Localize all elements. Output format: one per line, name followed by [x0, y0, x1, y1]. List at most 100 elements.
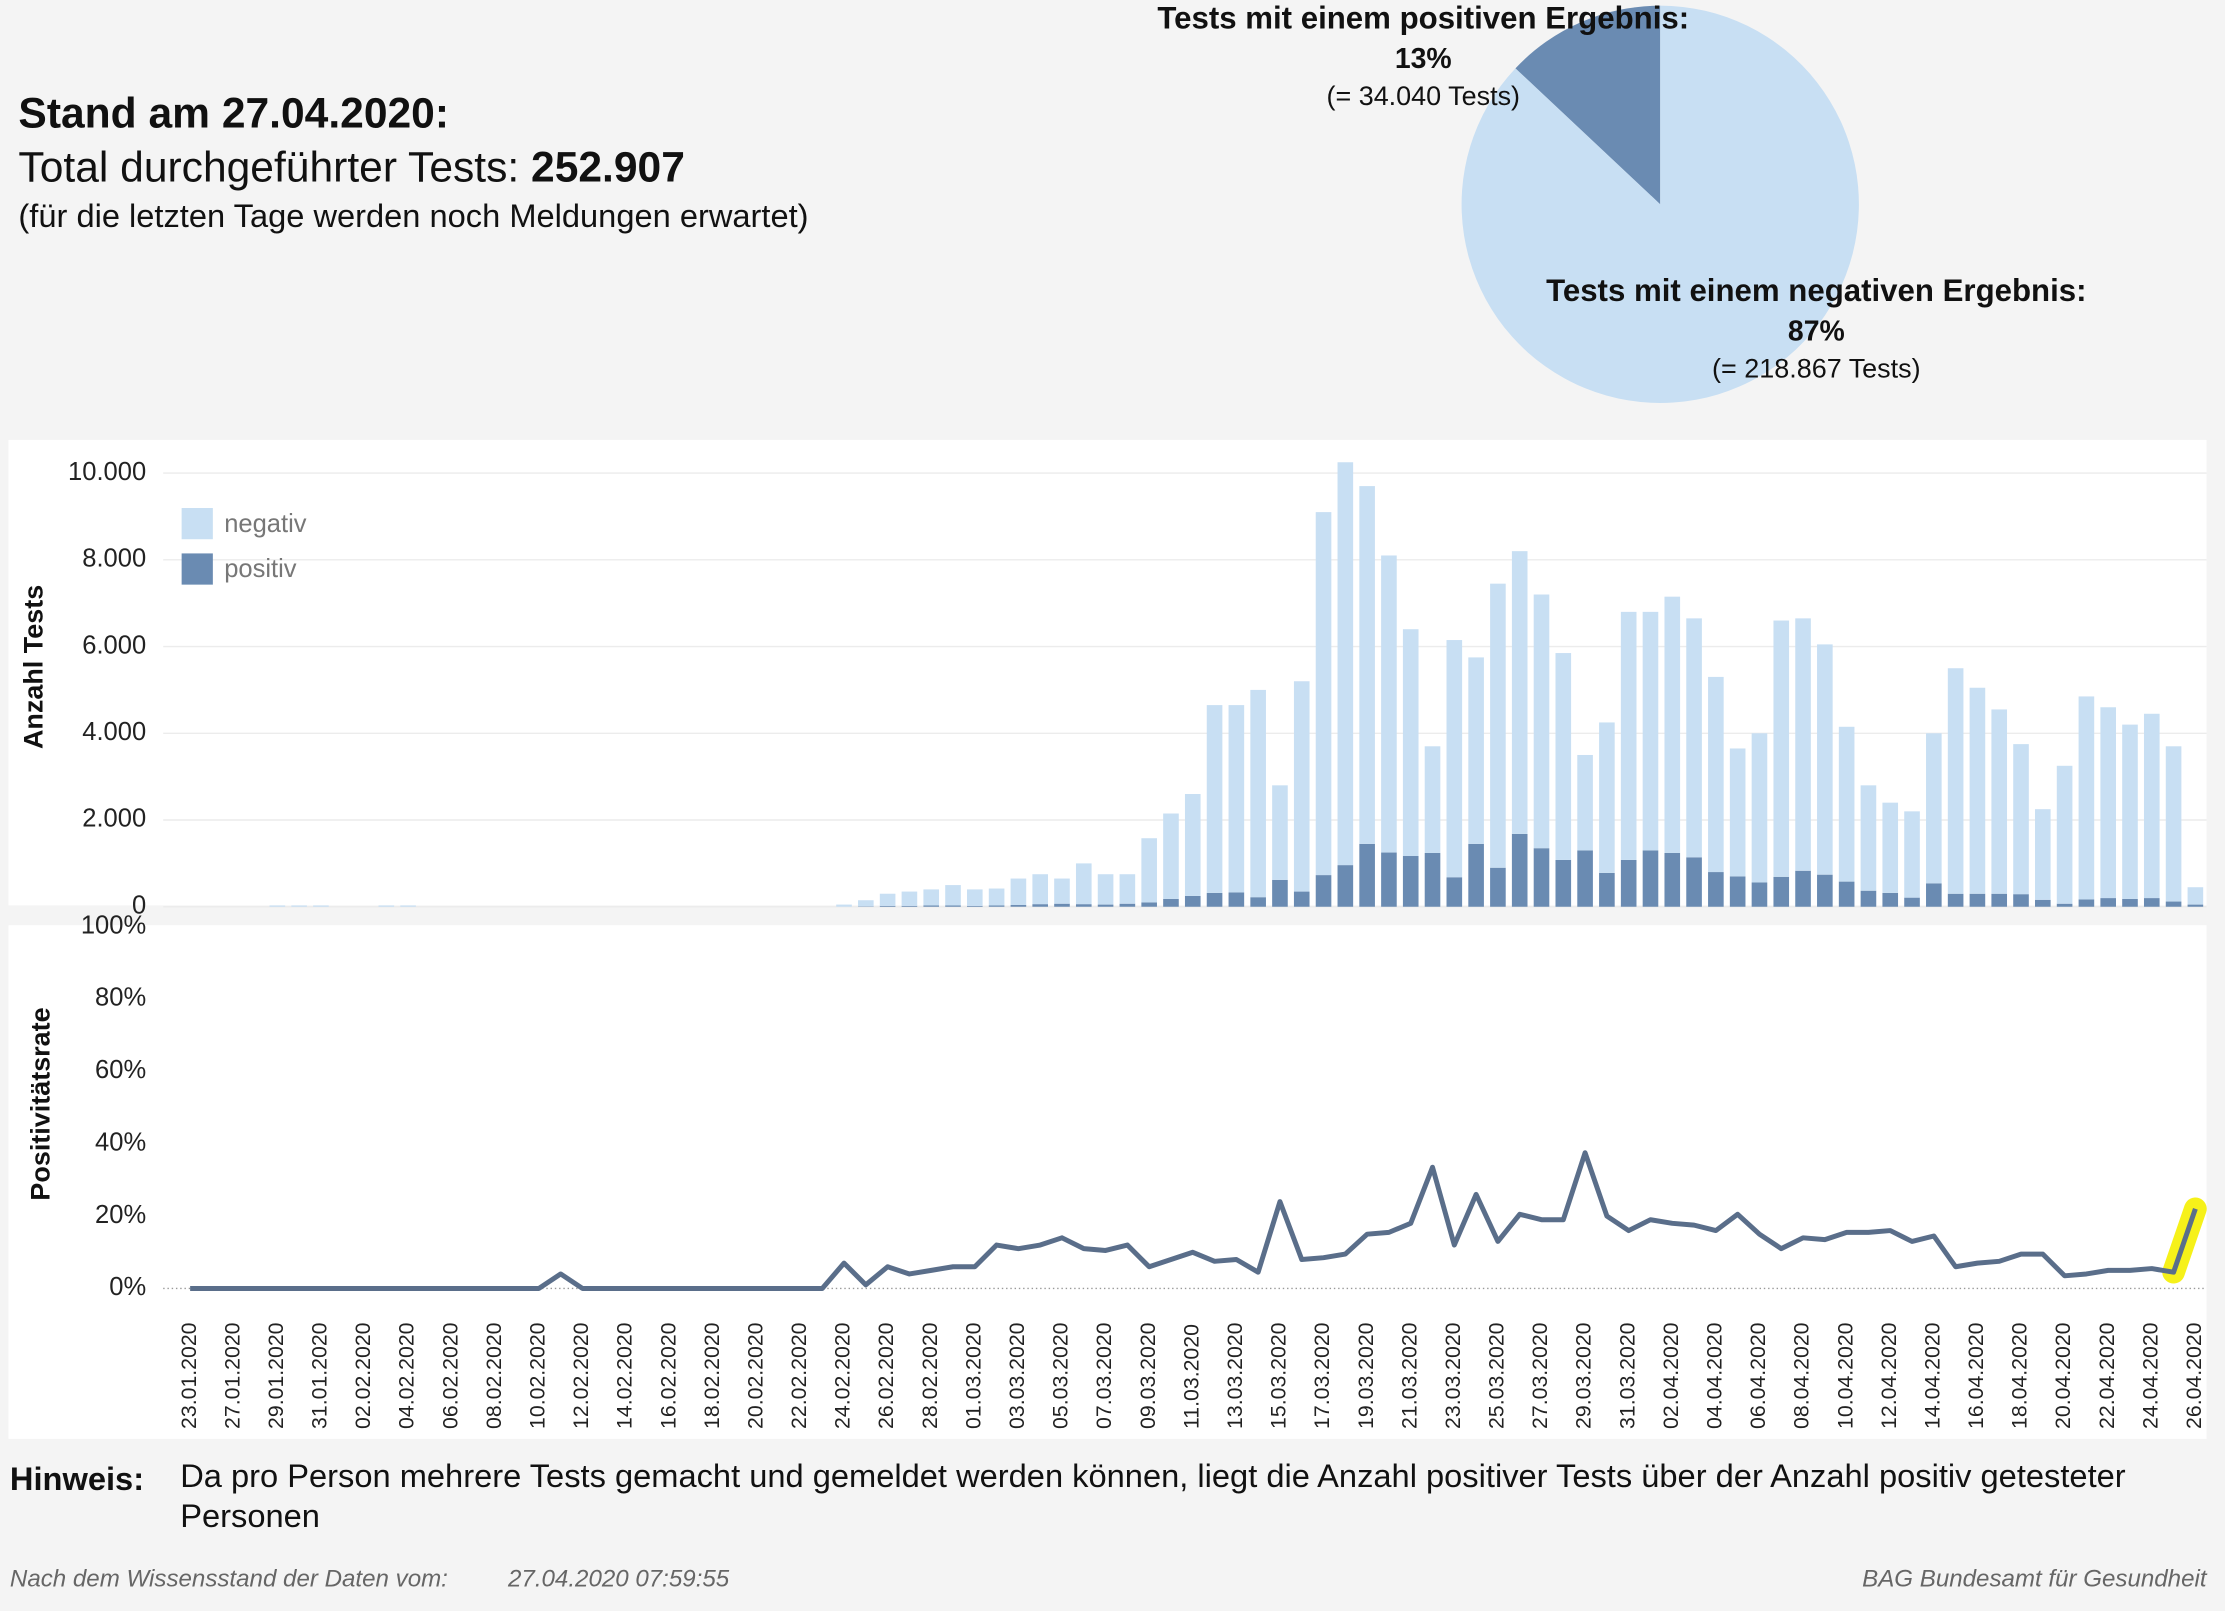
bar-segment: [2013, 894, 2029, 907]
bar-segment: [1141, 902, 1157, 906]
bar-segment: [1425, 746, 1441, 853]
x-tick-label: 03.03.2020: [1005, 1323, 1029, 1429]
x-tick-label: 29.03.2020: [1572, 1323, 1596, 1429]
bar-segment: [2166, 746, 2182, 901]
x-tick-label: 24.04.2020: [2138, 1323, 2162, 1429]
bar-segment: [1207, 893, 1223, 907]
bar-segment: [945, 905, 961, 906]
pie-label: Tests mit einem positiven Ergebnis:: [1157, 0, 1689, 35]
bar-segment: [2035, 900, 2051, 907]
bar-segment: [1076, 863, 1092, 904]
bar-segment: [2122, 899, 2138, 907]
bar-segment: [1054, 904, 1070, 907]
x-tick-label: 26.02.2020: [874, 1323, 898, 1429]
total-value: 252.907: [531, 144, 685, 192]
bar-segment: [1468, 657, 1484, 843]
bar-segment: [1882, 803, 1898, 893]
bar-segment: [1229, 892, 1245, 906]
bar-segment: [291, 905, 307, 906]
bar-segment: [989, 889, 1005, 906]
bar-segment: [1294, 892, 1310, 907]
x-tick-label: 23.03.2020: [1441, 1323, 1465, 1429]
bar-segment: [1730, 876, 1746, 906]
bar-segment: [1839, 882, 1855, 907]
bar-segment: [967, 889, 983, 905]
bar-segment: [1904, 898, 1920, 907]
bar-segment: [2100, 898, 2116, 907]
x-tick-label: 31.01.2020: [308, 1323, 332, 1429]
pie-detail: (= 34.040 Tests): [1327, 81, 1521, 111]
x-tick-label: 18.02.2020: [700, 1323, 724, 1429]
x-tick-label: 14.02.2020: [613, 1323, 637, 1429]
bar-segment: [1338, 462, 1354, 865]
bar-segment: [1948, 894, 1964, 907]
x-tick-label: 16.04.2020: [1964, 1323, 1988, 1429]
header-total: Total durchgeführter Tests: 252.907: [18, 144, 684, 192]
bar-segment: [2035, 809, 2051, 900]
bar-segment: [1664, 597, 1680, 853]
x-tick-label: 21.03.2020: [1397, 1323, 1421, 1429]
bar-segment: [1425, 853, 1441, 907]
x-tick-label: 02.02.2020: [351, 1323, 375, 1429]
x-tick-label: 12.04.2020: [1877, 1323, 1901, 1429]
bar-segment: [1621, 612, 1637, 860]
bar-segment: [1054, 879, 1070, 904]
bar-segment: [1490, 868, 1506, 907]
bar-segment: [1599, 873, 1615, 907]
bar-segment: [1926, 733, 1942, 883]
bar-segment: [1032, 904, 1048, 907]
bar-segment: [1512, 834, 1528, 907]
x-tick-label: 14.04.2020: [1920, 1323, 1944, 1429]
bar-segment: [1643, 612, 1659, 851]
y-tick-label: 80%: [95, 984, 146, 1012]
bar-segment: [1098, 874, 1114, 904]
bar-segment: [1316, 512, 1332, 875]
bar-segment: [270, 905, 286, 906]
bar-segment: [1163, 899, 1179, 907]
bar-segment: [880, 906, 896, 907]
bar-segment: [989, 905, 1005, 906]
x-tick-label: 20.02.2020: [743, 1323, 767, 1429]
bar-segment: [945, 885, 961, 905]
x-tick-label: 31.03.2020: [1615, 1323, 1639, 1429]
bar-segment: [1403, 629, 1419, 856]
y-tick-label: 0%: [109, 1273, 146, 1301]
x-tick-label: 07.03.2020: [1092, 1323, 1116, 1429]
bar-segment: [1468, 844, 1484, 907]
bar-segment: [1730, 748, 1746, 876]
y-axis-label: Positivitätsrate: [26, 1007, 56, 1200]
bar-segment: [1272, 785, 1288, 880]
bar-segment: [1011, 905, 1027, 907]
bar-segment: [1686, 857, 1702, 906]
bar-segment: [2188, 905, 2204, 907]
header-note: (für die letzten Tage werden noch Meldun…: [18, 197, 808, 234]
bar-segment: [1250, 897, 1266, 907]
bar-segment: [967, 906, 983, 907]
bar-segment: [1272, 880, 1288, 907]
bar-segment: [2100, 707, 2116, 898]
y-tick-label: 20%: [95, 1201, 146, 1229]
bar-segment: [1381, 853, 1397, 907]
legend-label: positiv: [224, 555, 297, 583]
bar-segment: [1229, 705, 1245, 892]
hint-text: Da pro Person mehrere Tests gemacht und …: [180, 1456, 2209, 1535]
bar-segment: [1621, 860, 1637, 907]
bar-segment: [2079, 899, 2095, 906]
bar-segment: [1752, 882, 1768, 906]
pie-value-label: 87%: [1788, 316, 1845, 348]
bar-segment: [313, 905, 329, 906]
bar-segment: [1904, 811, 1920, 897]
bar-segment: [2166, 902, 2182, 907]
bar-segment: [1011, 879, 1027, 905]
header-title: Stand am 27.04.2020:: [18, 90, 449, 138]
bar-segment: [2057, 766, 2073, 904]
y-tick-label: 4.000: [82, 718, 146, 746]
bar-segment: [923, 905, 939, 906]
bar-segment: [1643, 850, 1659, 906]
y-tick-label: 10.000: [68, 458, 146, 486]
bar-segment: [1991, 894, 2007, 907]
y-tick-label: 40%: [95, 1128, 146, 1156]
y-tick-label: 8.000: [82, 545, 146, 573]
bar-segment: [1708, 677, 1724, 872]
x-tick-label: 09.03.2020: [1136, 1323, 1160, 1429]
